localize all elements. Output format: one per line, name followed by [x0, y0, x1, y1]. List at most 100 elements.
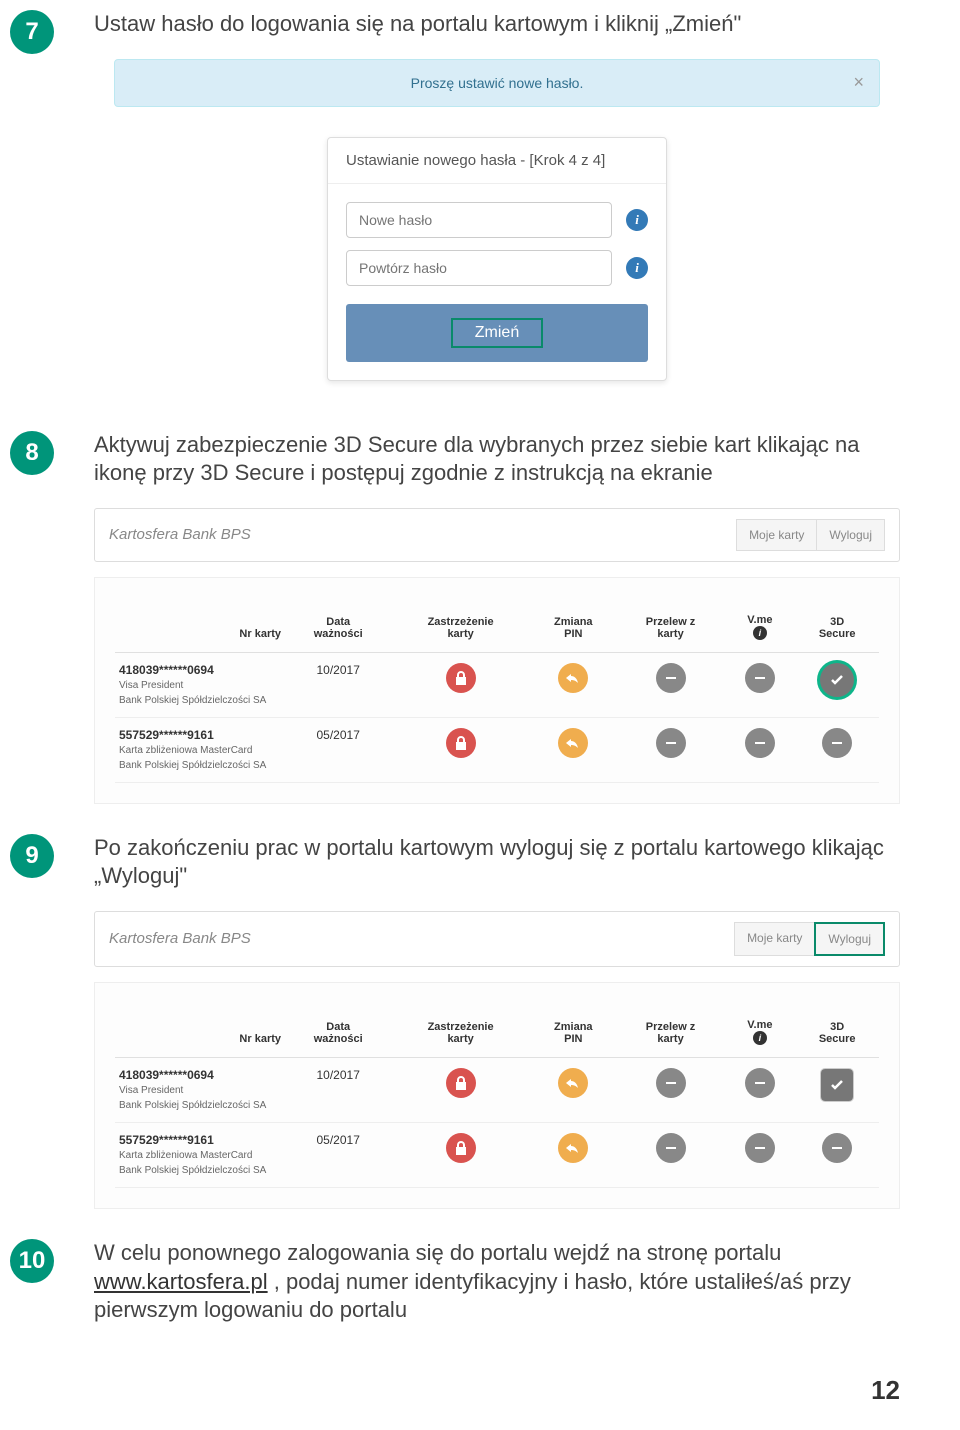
col-block: Zastrzeżeniekarty: [391, 608, 529, 653]
step-body: Aktywuj zabezpieczenie 3D Secure dla wyb…: [94, 431, 900, 804]
info-icon[interactable]: i: [753, 626, 767, 640]
table-row: 418039******0694 Visa President Bank Pol…: [115, 1057, 879, 1122]
3dsecure-enable-icon[interactable]: [820, 663, 854, 697]
card-number: 418039******0694: [119, 663, 281, 677]
minus-icon[interactable]: [745, 728, 775, 758]
lock-icon[interactable]: [446, 728, 476, 758]
cards-table: Nr karty Dataważności Zastrzeżeniekarty …: [115, 1013, 879, 1188]
step-number: 9: [10, 834, 54, 878]
table-row: 557529******9161 Karta zbliżeniowa Maste…: [115, 1122, 879, 1187]
repeat-password-input[interactable]: [346, 250, 612, 286]
portal-title: Kartosfera Bank BPS: [109, 930, 251, 947]
col-transfer: Przelew zkarty: [617, 1013, 725, 1058]
step-body: Po zakończeniu prac w portalu kartowym w…: [94, 834, 900, 1209]
undo-icon[interactable]: [558, 1133, 588, 1163]
tab-logout[interactable]: Wyloguj: [816, 519, 885, 551]
portal-title: Kartosfera Bank BPS: [109, 526, 251, 543]
table-row: 418039******0694 Visa President Bank Pol…: [115, 652, 879, 717]
table-row: 557529******9161 Karta zbliżeniowa Maste…: [115, 717, 879, 782]
minus-icon[interactable]: [745, 1068, 775, 1098]
card-number: 557529******9161: [119, 1133, 281, 1147]
step-number: 7: [10, 10, 54, 54]
tab-my-cards[interactable]: Moje karty: [736, 519, 817, 551]
step-title: W celu ponownego zalogowania się do port…: [94, 1239, 900, 1325]
card-expiry: 05/2017: [285, 717, 391, 782]
col-pin: ZmianaPIN: [530, 1013, 617, 1058]
card-expiry: 10/2017: [285, 652, 391, 717]
change-button-label: Zmień: [451, 318, 543, 348]
modal-body: i i Zmień: [328, 184, 666, 380]
lock-icon[interactable]: [446, 663, 476, 693]
card-number: 418039******0694: [119, 1068, 281, 1082]
undo-icon[interactable]: [558, 728, 588, 758]
info-icon[interactable]: i: [753, 1031, 767, 1045]
col-3dsecure: 3DSecure: [795, 1013, 879, 1058]
minus-icon[interactable]: [822, 728, 852, 758]
portal-tabs: Moje karty Wyloguj: [737, 519, 885, 551]
col-3dsecure: 3DSecure: [795, 608, 879, 653]
info-icon[interactable]: i: [626, 209, 648, 231]
card-meta: Bank Polskiej Spółdzielczości SA: [119, 694, 281, 707]
3dsecure-check-icon[interactable]: [820, 1068, 854, 1102]
cards-panel: Nr karty Dataważności Zastrzeżeniekarty …: [94, 982, 900, 1209]
tab-my-cards[interactable]: Moje karty: [734, 922, 815, 956]
col-vme: V.mei: [724, 1013, 795, 1058]
col-transfer: Przelew zkarty: [617, 608, 725, 653]
step-9: 9 Po zakończeniu prac w portalu kartowym…: [10, 834, 900, 1209]
col-block: Zastrzeżeniekarty: [391, 1013, 529, 1058]
alert-set-password: Proszę ustawić nowe hasło. ×: [114, 59, 880, 107]
alert-text: Proszę ustawić nowe hasło.: [411, 75, 584, 91]
minus-icon[interactable]: [656, 663, 686, 693]
step-7: 7 Ustaw hasło do logowania się na portal…: [10, 10, 900, 401]
step-body: W celu ponownego zalogowania się do port…: [94, 1239, 900, 1345]
page-number: 12: [10, 1375, 900, 1406]
minus-icon[interactable]: [656, 1068, 686, 1098]
card-meta: Bank Polskiej Spółdzielczości SA: [119, 1164, 281, 1177]
col-vme: V.mei: [724, 608, 795, 653]
step-body: Ustaw hasło do logowania się na portalu …: [94, 10, 900, 401]
card-meta: Visa President: [119, 1084, 281, 1097]
undo-icon[interactable]: [558, 663, 588, 693]
card-number: 557529******9161: [119, 728, 281, 742]
portal-header: Kartosfera Bank BPS Moje karty Wyloguj: [94, 508, 900, 562]
close-icon[interactable]: ×: [853, 72, 864, 93]
col-pin: ZmianaPIN: [530, 608, 617, 653]
step-text-pre: W celu ponownego zalogowania się do port…: [94, 1240, 781, 1265]
step-10: 10 W celu ponownego zalogowania się do p…: [10, 1239, 900, 1345]
minus-icon[interactable]: [745, 663, 775, 693]
cards-table: Nr karty Dataważności Zastrzeżeniekarty …: [115, 608, 879, 783]
new-password-input[interactable]: [346, 202, 612, 238]
card-meta: Bank Polskiej Spółdzielczości SA: [119, 759, 281, 772]
password-modal: Ustawianie nowego hasła - [Krok 4 z 4] i…: [327, 137, 667, 381]
step-8: 8 Aktywuj zabezpieczenie 3D Secure dla w…: [10, 431, 900, 804]
card-meta: Karta zbliżeniowa MasterCard: [119, 1149, 281, 1162]
undo-icon[interactable]: [558, 1068, 588, 1098]
portal-link[interactable]: www.kartosfera.pl: [94, 1269, 268, 1294]
step-number: 8: [10, 431, 54, 475]
modal-header: Ustawianie nowego hasła - [Krok 4 z 4]: [328, 138, 666, 184]
lock-icon[interactable]: [446, 1068, 476, 1098]
change-button[interactable]: Zmień: [346, 304, 648, 362]
tab-logout[interactable]: Wyloguj: [814, 922, 885, 956]
field-row-new-password: i: [346, 202, 648, 238]
cards-panel: Nr karty Dataważności Zastrzeżeniekarty …: [94, 577, 900, 804]
col-card-number: Nr karty: [115, 1013, 285, 1058]
card-expiry: 05/2017: [285, 1122, 391, 1187]
minus-icon[interactable]: [822, 1133, 852, 1163]
info-icon[interactable]: i: [626, 257, 648, 279]
portal-header: Kartosfera Bank BPS Moje karty Wyloguj: [94, 911, 900, 967]
col-card-number: Nr karty: [115, 608, 285, 653]
card-expiry: 10/2017: [285, 1057, 391, 1122]
col-expiry: Dataważności: [285, 608, 391, 653]
step-title: Ustaw hasło do logowania się na portalu …: [94, 10, 900, 39]
minus-icon[interactable]: [656, 1133, 686, 1163]
lock-icon[interactable]: [446, 1133, 476, 1163]
portal-tabs: Moje karty Wyloguj: [735, 922, 885, 956]
minus-icon[interactable]: [745, 1133, 775, 1163]
card-meta: Visa President: [119, 679, 281, 692]
col-expiry: Dataważności: [285, 1013, 391, 1058]
step-title: Aktywuj zabezpieczenie 3D Secure dla wyb…: [94, 431, 900, 488]
minus-icon[interactable]: [656, 728, 686, 758]
step-number: 10: [10, 1239, 54, 1283]
step-title: Po zakończeniu prac w portalu kartowym w…: [94, 834, 900, 891]
